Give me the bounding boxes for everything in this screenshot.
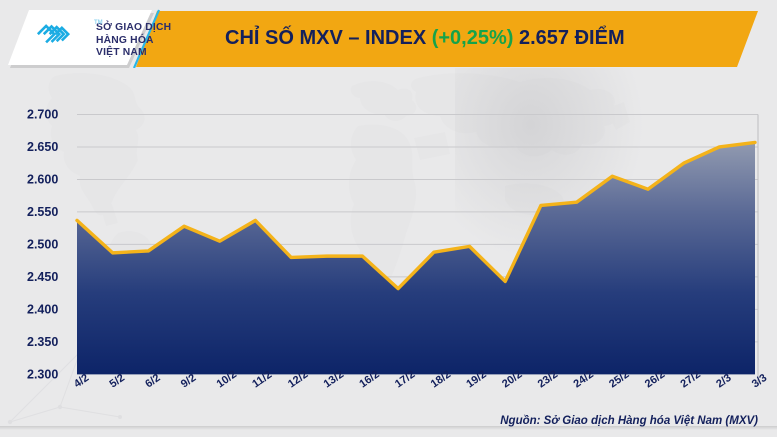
svg-text:2.450: 2.450 (27, 270, 58, 284)
svg-text:6/2: 6/2 (143, 372, 162, 391)
svg-text:2.300: 2.300 (27, 367, 58, 381)
svg-text:5/2: 5/2 (108, 372, 127, 391)
svg-text:3/3: 3/3 (750, 372, 769, 391)
svg-text:Nguồn: Sở Giao dịch Hàng hóa V: Nguồn: Sở Giao dịch Hàng hóa Việt Nam (M… (500, 415, 758, 427)
svg-text:2.400: 2.400 (27, 302, 58, 316)
svg-text:2.650: 2.650 (27, 140, 58, 154)
svg-text:2.600: 2.600 (27, 172, 58, 186)
svg-text:4/2: 4/2 (72, 372, 91, 391)
svg-text:2.550: 2.550 (27, 205, 58, 219)
svg-text:2/3: 2/3 (714, 372, 733, 391)
svg-text:9/2: 9/2 (179, 372, 198, 391)
svg-text:2.500: 2.500 (27, 237, 58, 251)
svg-text:2.700: 2.700 (27, 107, 58, 121)
svg-text:2.350: 2.350 (27, 335, 58, 349)
